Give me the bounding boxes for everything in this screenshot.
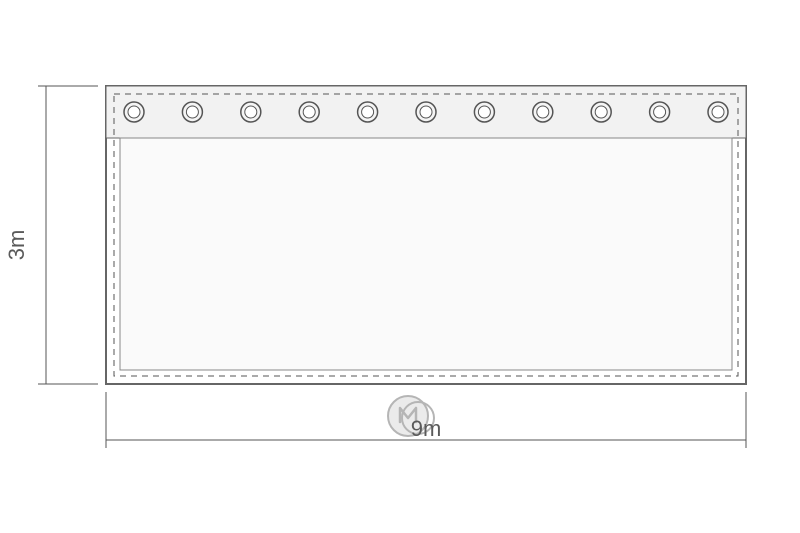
eyelet-hole-icon [478,106,490,118]
eyelet-hole-icon [362,106,374,118]
eyelet-hole-icon [420,106,432,118]
eyelet-hole-icon [245,106,257,118]
eyelet-hole-icon [654,106,666,118]
dim-label-width: 9m [411,416,442,441]
inner-panel [120,138,732,370]
eyelet-hole-icon [595,106,607,118]
dim-label-height: 3m [4,230,29,261]
eyelet-hole-icon [537,106,549,118]
eyelet-hole-icon [712,106,724,118]
drawing-svg: 3m 9m [0,0,800,533]
eyelet-hole-icon [303,106,315,118]
eyelet-hole-icon [128,106,140,118]
technical-drawing: { "drawing": { "type": "technical-dimens… [0,0,800,533]
eyelet-hole-icon [186,106,198,118]
